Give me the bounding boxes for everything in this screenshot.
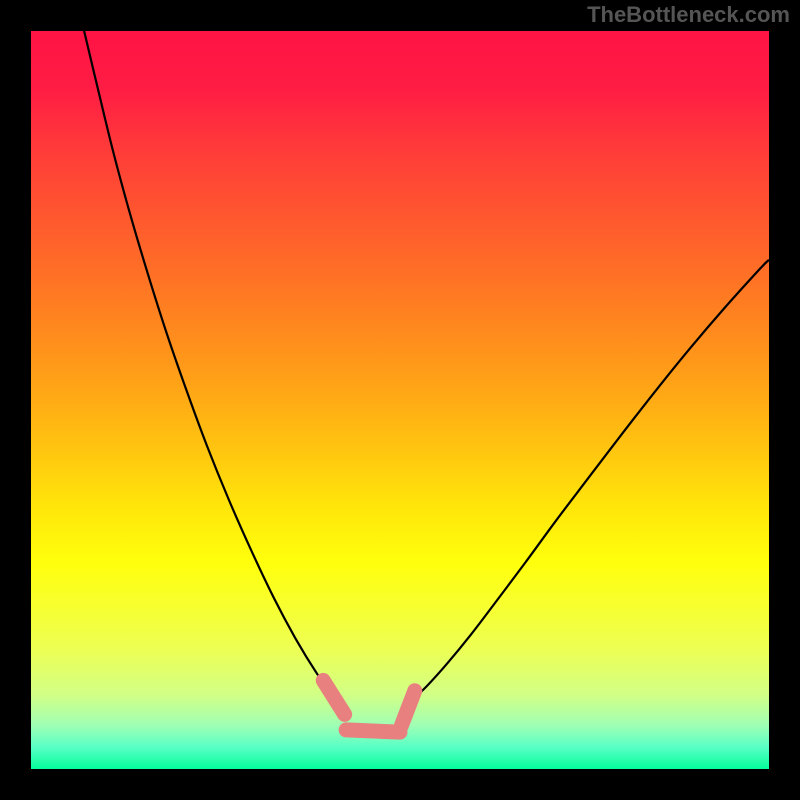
plot-area xyxy=(31,31,769,769)
curve-path xyxy=(84,31,332,694)
figure-container: TheBottleneck.com xyxy=(0,0,800,800)
curve-path xyxy=(410,260,769,703)
attribution-text: TheBottleneck.com xyxy=(587,2,790,28)
curve-path xyxy=(401,691,414,726)
curve-path xyxy=(346,730,400,732)
curve-path xyxy=(323,680,344,714)
curve-overlay xyxy=(31,31,769,769)
